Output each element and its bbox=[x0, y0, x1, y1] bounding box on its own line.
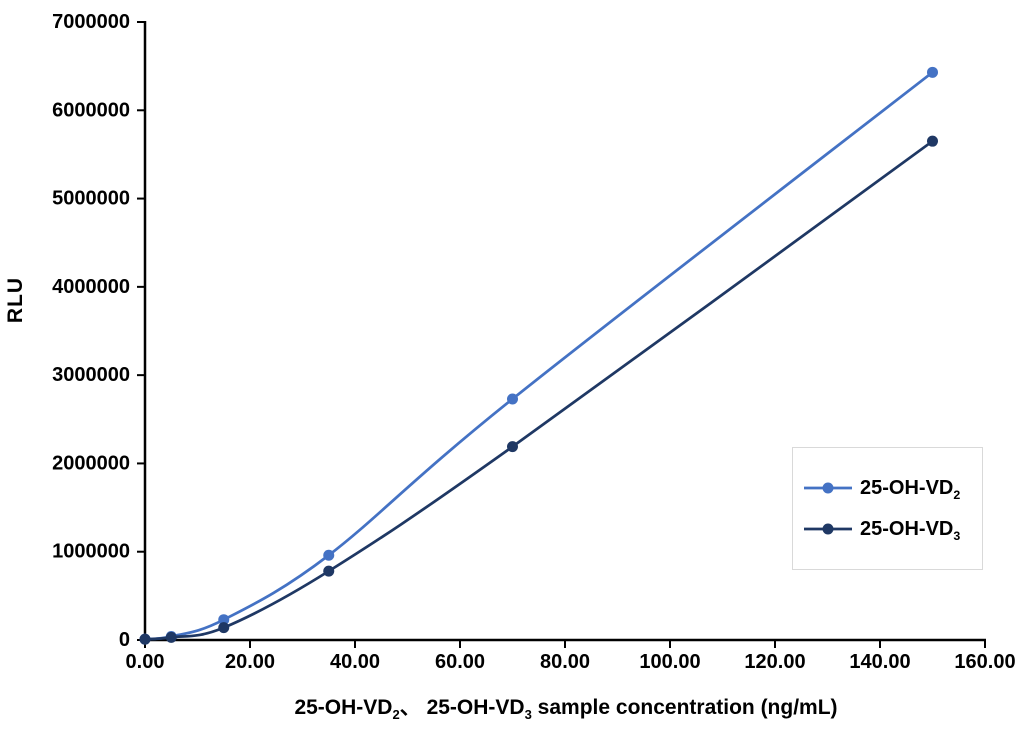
y-tick-label: 2000000 bbox=[52, 452, 130, 474]
y-axis-title-text: RLU bbox=[4, 276, 27, 324]
y-tick-label: 5000000 bbox=[52, 188, 130, 210]
legend-entry-vd3: 25-OH-VD3 bbox=[803, 517, 982, 543]
y-axis-title: RLU bbox=[4, 277, 28, 323]
legend-swatch-vd2-icon bbox=[804, 482, 852, 494]
x-tick-label: 60.00 bbox=[435, 651, 485, 673]
x-axis-title-part: 、 25-OH-VD bbox=[399, 696, 525, 719]
data-point-25-OH-VD3 bbox=[218, 622, 230, 634]
y-tick-label: 0 bbox=[119, 629, 130, 651]
legend: 25-OH-VD2 25-OH-VD3 bbox=[792, 447, 983, 570]
series-line-25-OH-VD2 bbox=[143, 70, 934, 641]
x-axis-title-sub: 2 bbox=[392, 707, 400, 723]
x-axis-title-sub: 3 bbox=[524, 707, 532, 723]
data-point-25-OH-VD3 bbox=[139, 633, 151, 645]
data-point-25-OH-VD2 bbox=[507, 393, 518, 405]
series-line-25-OH-VD3 bbox=[143, 139, 934, 641]
y-tick-label: 4000000 bbox=[52, 276, 130, 298]
data-point-25-OH-VD3 bbox=[165, 631, 177, 643]
x-axis-title: 25-OH-VD2、 25-OH-VD3 sample concentratio… bbox=[294, 691, 837, 721]
y-tick-label: 7000000 bbox=[52, 11, 130, 33]
data-point-25-OH-VD3 bbox=[507, 441, 518, 453]
data-point-25-OH-VD3 bbox=[323, 565, 335, 577]
legend-entry-vd2: 25-OH-VD2 bbox=[803, 476, 982, 502]
legend-label-text: 25-OH-VD bbox=[860, 476, 954, 499]
x-axis-title-part: sample concentration (ng/mL) bbox=[531, 696, 838, 719]
legend-label-text: 25-OH-VD bbox=[860, 517, 954, 540]
x-tick-label: 80.00 bbox=[540, 651, 590, 673]
data-point-25-OH-VD2 bbox=[218, 614, 230, 626]
data-point-25-OH-VD3 bbox=[927, 135, 938, 147]
legend-label-vd3: 25-OH-VD3 bbox=[860, 517, 961, 543]
legend-label-sub: 3 bbox=[953, 528, 961, 543]
y-tick-label: 6000000 bbox=[52, 99, 130, 121]
x-tick-label: 40.00 bbox=[330, 651, 380, 673]
x-tick-label: 0.00 bbox=[126, 651, 165, 673]
x-tick-label: 120.00 bbox=[744, 651, 805, 673]
x-axis-title-part: 25-OH-VD bbox=[294, 696, 393, 719]
y-tick-label: 3000000 bbox=[52, 364, 130, 386]
legend-label-sub: 2 bbox=[953, 487, 961, 502]
x-tick-label: 140.00 bbox=[849, 651, 910, 673]
legend-swatch-vd3-icon bbox=[804, 523, 852, 535]
y-tick-label: 1000000 bbox=[52, 541, 130, 563]
x-tick-label: 100.00 bbox=[639, 651, 700, 673]
x-tick-label: 160.00 bbox=[954, 651, 1015, 673]
x-tick-label: 20.00 bbox=[225, 651, 275, 673]
data-point-25-OH-VD2 bbox=[323, 549, 335, 561]
legend-label-vd2: 25-OH-VD2 bbox=[860, 476, 961, 502]
data-point-25-OH-VD2 bbox=[927, 66, 938, 78]
